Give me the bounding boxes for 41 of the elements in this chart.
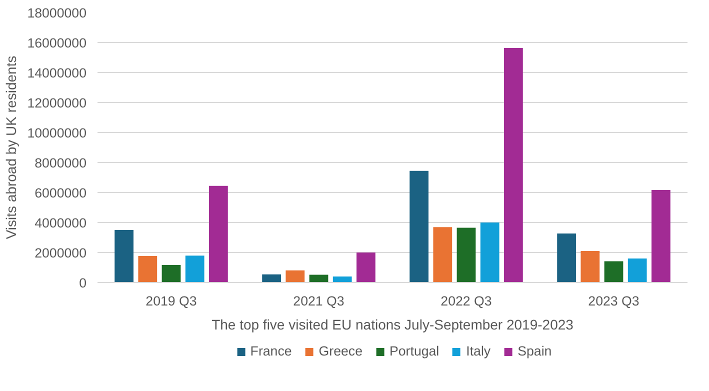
x-tick-label: 2022 Q3 [440,294,492,308]
bar [628,258,647,282]
legend-label: Spain [518,344,552,358]
legend-label: France [250,344,292,358]
bar [433,227,452,282]
x-axis-title: The top five visited EU nations July-September 2019-2023 [212,316,574,332]
y-tick-label: 2000000 [34,246,87,260]
bar [209,186,228,282]
bar [138,256,158,282]
bar [262,274,281,282]
bar [185,256,204,282]
bar [504,48,523,282]
y-tick-label: 0 [79,276,87,290]
bar [309,274,328,282]
y-tick-label: 18000000 [27,6,87,20]
y-tick-label: 16000000 [27,36,87,50]
legend-label: Italy [466,344,491,358]
y-axis-title: Visits abroad by UK residents [3,56,20,240]
bar [162,264,181,282]
y-tick-label: 4000000 [34,216,87,230]
y-tick-label: 8000000 [34,156,87,170]
bar [410,170,428,282]
y-tick-label: 12000000 [27,96,87,110]
bar [286,270,305,282]
y-tick-label: 10000000 [27,126,87,140]
legend-label: Greece [318,344,362,358]
x-tick-label: 2023 Q3 [588,294,640,308]
legend-label: Portugal [390,344,440,358]
x-tick-label: 2019 Q3 [146,294,197,308]
y-tick-label: 14000000 [27,66,87,80]
bar [480,222,500,282]
x-tick-label: 2021 Q3 [293,294,344,308]
bar [580,251,600,282]
bar [114,230,134,282]
bar [604,261,624,282]
bar [332,276,352,282]
bar [557,233,576,282]
y-tick-label: 6000000 [34,186,87,200]
bar [652,190,670,282]
bar [456,228,476,282]
bar [356,252,376,282]
